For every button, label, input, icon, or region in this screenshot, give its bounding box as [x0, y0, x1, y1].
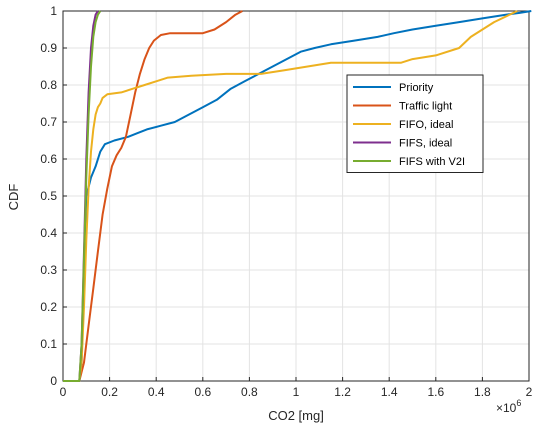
legend-label-priority: Priority — [399, 82, 434, 94]
x-tick-label: 1.2 — [334, 385, 351, 399]
legend-label-traffic-light: Traffic light — [399, 101, 452, 113]
x-tick-label: 0.8 — [241, 385, 258, 399]
x-multiplier-base: ×10 — [496, 401, 517, 415]
legend-label-fifs-ideal: FIFS, ideal — [399, 138, 452, 150]
y-tick-label: 0.5 — [40, 189, 57, 203]
x-axis-multiplier: ×106 — [496, 398, 521, 415]
x-tick-label: 0 — [60, 385, 67, 399]
x-tick-label: 1.8 — [474, 385, 491, 399]
x-tick-label: 2 — [526, 385, 533, 399]
y-tick-label: 0.9 — [40, 41, 57, 55]
legend-label-fifo-ideal: FIFO, ideal — [399, 119, 453, 131]
y-tick-label: 0.4 — [40, 226, 57, 240]
x-tick-label: 1 — [293, 385, 300, 399]
x-tick-label: 1.6 — [427, 385, 444, 399]
legend: Priority Traffic light FIFO, ideal FIFS, id… — [347, 75, 483, 173]
legend-label-fifs-with-v2i: FIFS with V2I — [399, 156, 465, 168]
y-tick-label: 0.3 — [40, 263, 57, 277]
y-tick-label: 0.8 — [40, 78, 57, 92]
x-axis-ticks: 0 0.2 0.4 0.6 0.8 1 1.2 1.4 1.6 1.8 2 — [60, 377, 533, 399]
x-tick-label: 0.4 — [148, 385, 165, 399]
x-axis-label: CO2 [mg] — [268, 408, 324, 423]
y-tick-label: 0.2 — [40, 300, 57, 314]
x-tick-label: 0.2 — [101, 385, 118, 399]
x-tick-label: 0.6 — [194, 385, 211, 399]
grid-lines — [63, 11, 529, 381]
y-tick-label: 1 — [50, 4, 57, 18]
y-tick-label: 0.7 — [40, 115, 57, 129]
x-tick-label: 1.4 — [381, 385, 398, 399]
y-tick-label: 0.6 — [40, 152, 57, 166]
x-multiplier-exponent: 6 — [516, 398, 521, 408]
y-tick-label: 0 — [50, 374, 57, 388]
y-tick-label: 0.1 — [40, 337, 57, 351]
y-axis-label: CDF — [6, 184, 21, 211]
